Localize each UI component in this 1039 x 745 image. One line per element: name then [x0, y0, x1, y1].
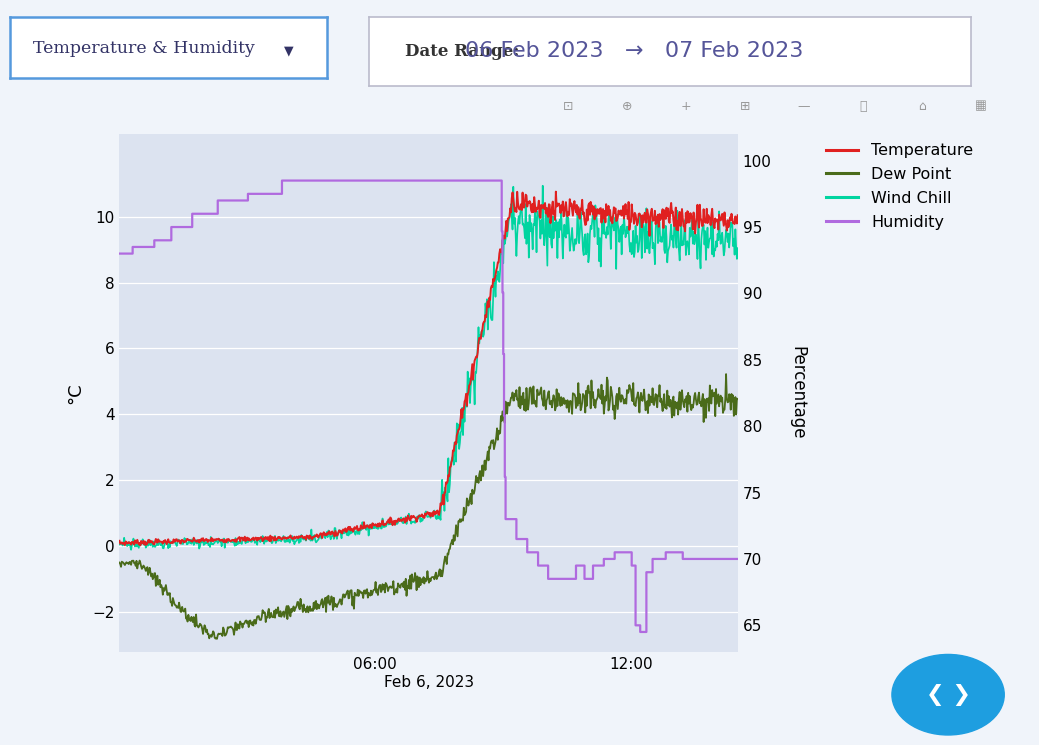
Text: Temperature & Humidity: Temperature & Humidity: [32, 40, 255, 57]
Text: ❮ ❯: ❮ ❯: [926, 684, 970, 706]
Text: —: —: [798, 100, 810, 112]
Text: ⊡: ⊡: [563, 100, 574, 112]
Text: ⌂: ⌂: [917, 100, 926, 112]
Text: Date Range:: Date Range:: [405, 43, 520, 60]
Text: ⤢: ⤢: [859, 100, 867, 112]
Text: ▼: ▼: [285, 44, 294, 57]
Text: 06 Feb 2023   →   07 Feb 2023: 06 Feb 2023 → 07 Feb 2023: [464, 42, 803, 61]
Text: ▦: ▦: [975, 100, 986, 112]
Circle shape: [891, 654, 1005, 735]
X-axis label: Feb 6, 2023: Feb 6, 2023: [383, 674, 474, 690]
Text: +: +: [681, 100, 691, 112]
Y-axis label: Percentage: Percentage: [789, 346, 806, 440]
Legend: Temperature, Dew Point, Wind Chill, Humidity: Temperature, Dew Point, Wind Chill, Humi…: [820, 137, 980, 236]
Y-axis label: °C: °C: [65, 382, 84, 404]
Text: ⊕: ⊕: [621, 100, 633, 112]
Text: ⊞: ⊞: [740, 100, 750, 112]
